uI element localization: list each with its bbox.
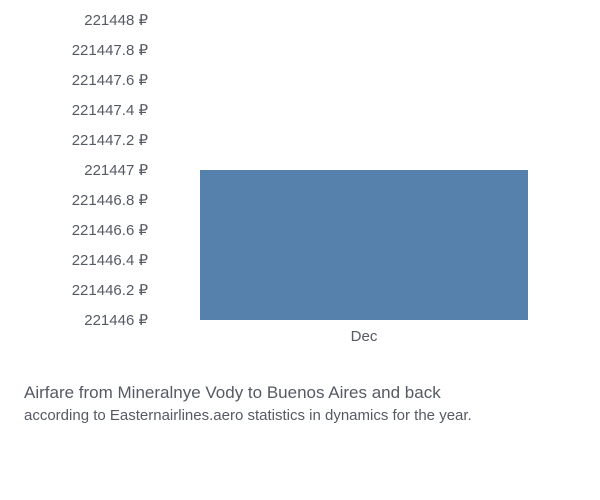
y-tick-label: 221447.4 ₽ (72, 101, 148, 119)
y-tick-label: 221446.8 ₽ (72, 191, 148, 209)
y-axis: 221448 ₽221447.8 ₽221447.6 ₽221447.4 ₽22… (24, 20, 148, 320)
y-tick-label: 221447.2 ₽ (72, 131, 148, 149)
caption-line1: Airfare from Mineralnye Vody to Buenos A… (24, 382, 584, 405)
y-tick-label: 221447.6 ₽ (72, 71, 148, 89)
x-axis: Dec (154, 328, 574, 356)
y-tick-label: 221446.4 ₽ (72, 251, 148, 269)
airfare-bar-chart: 221448 ₽221447.8 ₽221447.6 ₽221447.4 ₽22… (24, 20, 584, 360)
chart-caption: Airfare from Mineralnye Vody to Buenos A… (24, 382, 584, 426)
y-tick-label: 221447.8 ₽ (72, 41, 148, 59)
y-tick-label: 221446 ₽ (84, 311, 148, 329)
y-tick-label: 221448 ₽ (84, 11, 148, 29)
bar-dec (200, 170, 528, 320)
x-tick-label: Dec (351, 328, 378, 345)
plot-area (154, 20, 574, 320)
caption-line2: according to Easternairlines.aero statis… (24, 405, 584, 426)
y-tick-label: 221447 ₽ (84, 161, 148, 179)
y-tick-label: 221446.2 ₽ (72, 281, 148, 299)
y-tick-label: 221446.6 ₽ (72, 221, 148, 239)
